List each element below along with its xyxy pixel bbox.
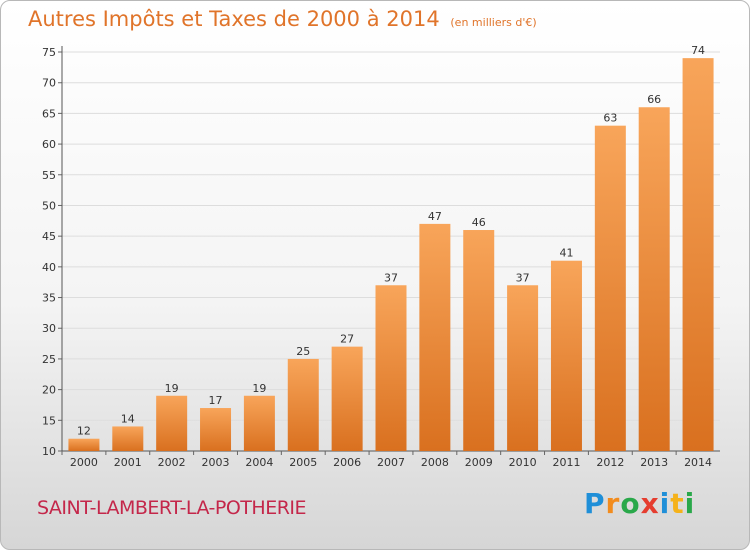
data-label: 19 [165, 382, 179, 395]
x-tick-label: 2010 [509, 456, 537, 469]
bar [419, 223, 451, 451]
bar [507, 285, 539, 451]
y-tick-labels: 10 15 20 25 30 35 40 45 50 55 60 65 70 75 [42, 46, 56, 458]
bar [331, 346, 363, 451]
x-tick-label: 2005 [289, 456, 317, 469]
data-label: 66 [647, 93, 661, 106]
x-tick-label: 2008 [421, 456, 449, 469]
bar [243, 395, 275, 451]
bar [200, 408, 232, 451]
data-label: 47 [428, 210, 442, 223]
brand-letter: i [659, 487, 671, 520]
data-label: 37 [516, 271, 530, 284]
x-tick-label: 2013 [640, 456, 668, 469]
brand-letter: i [684, 487, 696, 520]
x-tick-label: 2002 [158, 456, 186, 469]
data-label: 63 [603, 112, 617, 125]
bar [638, 107, 670, 451]
y-tick-label: 60 [42, 138, 56, 151]
x-tick-label: 2009 [465, 456, 493, 469]
data-label: 14 [121, 412, 135, 425]
y-tick-label: 15 [42, 414, 56, 427]
data-label: 19 [252, 382, 266, 395]
x-tick-label: 2007 [377, 456, 405, 469]
bar [594, 125, 626, 452]
x-tick-label: 2000 [70, 456, 98, 469]
x-tick-labels: 2000 2001 2002 2003 2004 2005 2006 2007 2008 2009… [70, 456, 712, 469]
x-tick-label: 2014 [684, 456, 712, 469]
y-tick-label: 75 [42, 46, 56, 59]
data-label: 25 [296, 345, 310, 358]
brand-letter: x [640, 487, 660, 520]
bar [156, 395, 188, 451]
bar [112, 426, 144, 451]
y-tick-label: 70 [42, 77, 56, 90]
x-tick-label: 2012 [596, 456, 624, 469]
data-label: 12 [77, 425, 91, 438]
data-label: 27 [340, 333, 354, 346]
data-label: 37 [384, 271, 398, 284]
y-tick-label: 35 [42, 292, 56, 305]
bars [68, 58, 714, 452]
x-tick-label: 2011 [552, 456, 580, 469]
bar [375, 285, 407, 451]
y-tick-label: 10 [42, 445, 56, 458]
y-tick-label: 40 [42, 261, 56, 274]
y-tick-label: 55 [42, 169, 56, 182]
data-label: 74 [691, 44, 705, 57]
y-tick-label: 45 [42, 230, 56, 243]
y-tick-label: 30 [42, 322, 56, 335]
brand-letter: t [670, 487, 685, 520]
brand-letter: P [584, 487, 606, 520]
data-label: 46 [472, 216, 486, 229]
y-tick-label: 50 [42, 199, 56, 212]
bar [463, 230, 495, 451]
brand-letter: r [605, 487, 621, 520]
data-label: 41 [559, 247, 573, 260]
bar [287, 358, 319, 451]
x-tick-label: 2006 [333, 456, 361, 469]
brand-logo: Proxiti [584, 487, 695, 520]
chart-subtitle: (en milliers d'€) [450, 16, 537, 29]
x-tick-label: 2004 [245, 456, 273, 469]
y-tick-label: 20 [42, 384, 56, 397]
bar [682, 58, 714, 452]
data-labels: 12 14 19 17 19 25 27 37 47 46 37 41 63 66 74 [77, 44, 705, 438]
x-tick-label: 2001 [114, 456, 142, 469]
bar [550, 260, 582, 451]
data-label: 17 [209, 394, 223, 407]
bar [68, 438, 100, 451]
brand-letter: o [620, 487, 641, 520]
y-tick-label: 25 [42, 353, 56, 366]
x-tick-label: 2003 [202, 456, 230, 469]
commune-name: SAINT-LAMBERT-LA-POTHERIE [37, 497, 307, 519]
chart-title-text: Autres Impôts et Taxes de 2000 à 2014 [28, 7, 440, 31]
chart-title: Autres Impôts et Taxes de 2000 à 2014 (e… [28, 7, 537, 31]
y-tick-label: 65 [42, 107, 56, 120]
